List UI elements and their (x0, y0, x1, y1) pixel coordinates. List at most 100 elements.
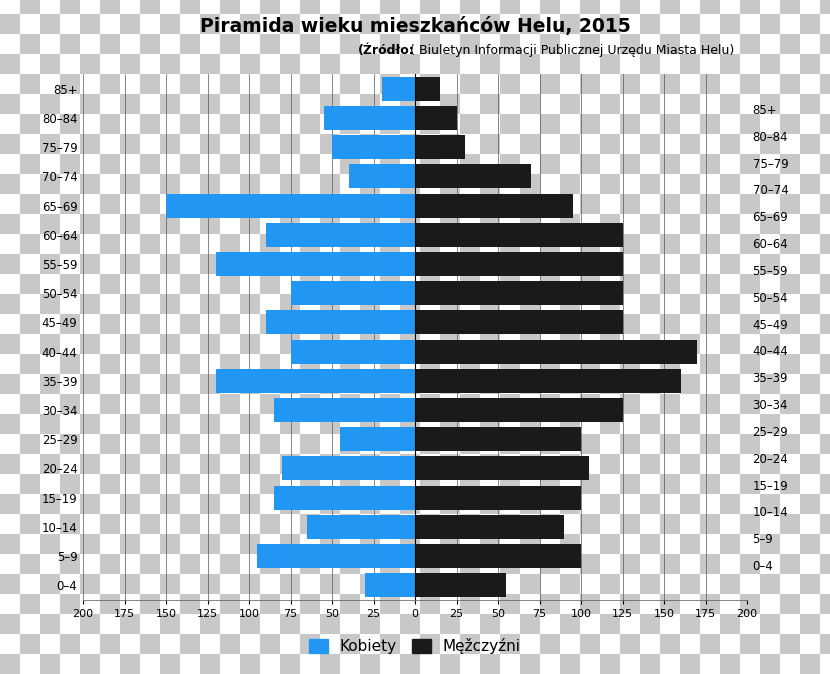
Bar (380, 494, 400, 514)
Bar (660, 94, 680, 114)
Bar (200, 394, 220, 414)
Bar (480, 194, 500, 214)
Bar (60, 14, 80, 34)
Bar (0, 94, 20, 114)
Bar (60, 414, 80, 434)
Bar (600, 394, 620, 414)
Bar (140, 74, 160, 94)
Bar (280, 474, 300, 494)
Bar (280, 554, 300, 574)
Bar (257, 544, 415, 568)
Bar (80, 214, 100, 234)
Bar (240, 34, 260, 54)
Bar (40, 634, 60, 654)
Bar (140, 634, 160, 654)
Bar (340, 394, 360, 414)
Bar (660, 74, 680, 94)
Bar (280, 314, 300, 334)
Bar (440, 494, 460, 514)
Bar (440, 654, 460, 674)
Text: Biuletyn Informacji Publicznej Urzędu Miasta Helu): Biuletyn Informacji Publicznej Urzędu Mi… (415, 44, 735, 57)
Bar (20, 14, 40, 34)
Bar (140, 234, 160, 254)
Bar (300, 194, 320, 214)
Bar (760, 654, 780, 674)
Bar (0, 474, 20, 494)
Bar (120, 474, 140, 494)
Bar (540, 114, 560, 134)
Bar (440, 154, 460, 174)
Bar (0, 14, 20, 34)
Bar (760, 254, 780, 274)
Bar (440, 634, 460, 654)
Bar (60, 334, 80, 354)
Bar (20, 534, 40, 554)
Bar (720, 274, 740, 294)
Bar (400, 474, 420, 494)
Bar (120, 414, 140, 434)
Bar (380, 434, 400, 454)
Bar (500, 554, 520, 574)
Bar (680, 54, 700, 74)
Bar (220, 0, 240, 14)
Bar (100, 334, 120, 354)
Bar (680, 174, 700, 194)
Bar (180, 314, 200, 334)
Bar (60, 654, 80, 674)
Bar (700, 34, 720, 54)
Bar (40, 654, 60, 674)
Bar (280, 54, 300, 74)
Bar (180, 554, 200, 574)
Bar (120, 34, 140, 54)
Bar (200, 274, 220, 294)
Bar (100, 74, 120, 94)
Bar (760, 0, 780, 14)
Bar (160, 14, 180, 34)
Bar (740, 114, 760, 134)
Bar (580, 654, 600, 674)
Bar (0, 514, 20, 534)
Bar (0, 554, 20, 574)
Bar (180, 294, 200, 314)
Bar (40, 374, 60, 394)
Bar (324, 106, 415, 130)
Bar (500, 0, 520, 14)
Bar (20, 94, 40, 114)
Bar (620, 614, 640, 634)
Bar (160, 414, 180, 434)
Bar (500, 274, 520, 294)
Bar (415, 135, 465, 159)
Bar (40, 214, 60, 234)
Bar (120, 614, 140, 634)
Bar (720, 494, 740, 514)
Bar (680, 294, 700, 314)
Bar (260, 154, 280, 174)
Bar (360, 654, 380, 674)
Bar (480, 654, 500, 674)
Bar (360, 354, 380, 374)
Bar (260, 234, 280, 254)
Bar (420, 494, 440, 514)
Bar (520, 414, 540, 434)
Bar (780, 514, 800, 534)
Bar (360, 594, 380, 614)
Bar (180, 654, 200, 674)
Bar (120, 434, 140, 454)
Bar (520, 314, 540, 334)
Bar (820, 174, 830, 194)
Bar (440, 574, 460, 594)
Bar (460, 394, 480, 414)
Bar (720, 294, 740, 314)
Bar (20, 474, 40, 494)
Bar (415, 311, 622, 334)
Bar (680, 414, 700, 434)
Bar (20, 74, 40, 94)
Bar (460, 634, 480, 654)
Bar (360, 234, 380, 254)
Bar (320, 394, 340, 414)
Bar (680, 254, 700, 274)
Bar (300, 634, 320, 654)
Bar (460, 374, 480, 394)
Bar (480, 594, 500, 614)
Bar (820, 194, 830, 214)
